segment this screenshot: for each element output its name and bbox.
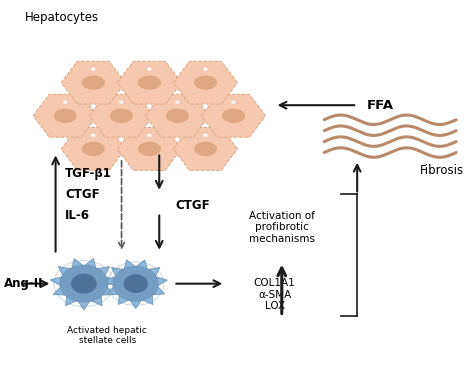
- Circle shape: [113, 266, 159, 302]
- Ellipse shape: [194, 76, 217, 90]
- Polygon shape: [173, 61, 237, 104]
- Circle shape: [203, 134, 208, 137]
- Polygon shape: [61, 61, 125, 104]
- Ellipse shape: [222, 109, 245, 123]
- Text: Activation of
profibrotic
mechanisms: Activation of profibrotic mechanisms: [249, 211, 315, 244]
- Circle shape: [63, 101, 67, 104]
- Circle shape: [175, 101, 180, 104]
- Polygon shape: [146, 94, 210, 137]
- Polygon shape: [173, 127, 237, 170]
- Circle shape: [147, 67, 152, 71]
- Circle shape: [147, 134, 152, 137]
- Polygon shape: [201, 94, 265, 137]
- Circle shape: [59, 265, 108, 302]
- Circle shape: [124, 274, 148, 293]
- Text: TGF-β1
CTGF
IL-6: TGF-β1 CTGF IL-6: [65, 167, 112, 222]
- Polygon shape: [50, 258, 118, 310]
- Polygon shape: [61, 127, 125, 170]
- Text: Ang-II: Ang-II: [4, 277, 43, 290]
- Ellipse shape: [138, 142, 161, 156]
- Polygon shape: [117, 61, 182, 104]
- Circle shape: [91, 134, 96, 137]
- Polygon shape: [104, 260, 167, 308]
- Text: Fibrosis: Fibrosis: [420, 164, 464, 177]
- Text: Hepatocytes: Hepatocytes: [25, 11, 99, 24]
- Text: CTGF: CTGF: [176, 199, 210, 212]
- Text: Activated hepatic
stellate cells: Activated hepatic stellate cells: [67, 326, 147, 345]
- Ellipse shape: [138, 76, 161, 90]
- Circle shape: [91, 67, 96, 71]
- Polygon shape: [89, 94, 154, 137]
- Circle shape: [231, 101, 236, 104]
- Ellipse shape: [54, 109, 77, 123]
- Circle shape: [119, 101, 124, 104]
- Polygon shape: [117, 127, 182, 170]
- Ellipse shape: [166, 109, 189, 123]
- Circle shape: [71, 274, 97, 294]
- Ellipse shape: [82, 142, 105, 156]
- Polygon shape: [33, 94, 97, 137]
- Text: FFA: FFA: [366, 99, 393, 112]
- Ellipse shape: [110, 109, 133, 123]
- Circle shape: [203, 67, 208, 71]
- Ellipse shape: [82, 76, 105, 90]
- Ellipse shape: [194, 142, 217, 156]
- Text: COL1A1
α-SMA
LOX: COL1A1 α-SMA LOX: [254, 278, 296, 311]
